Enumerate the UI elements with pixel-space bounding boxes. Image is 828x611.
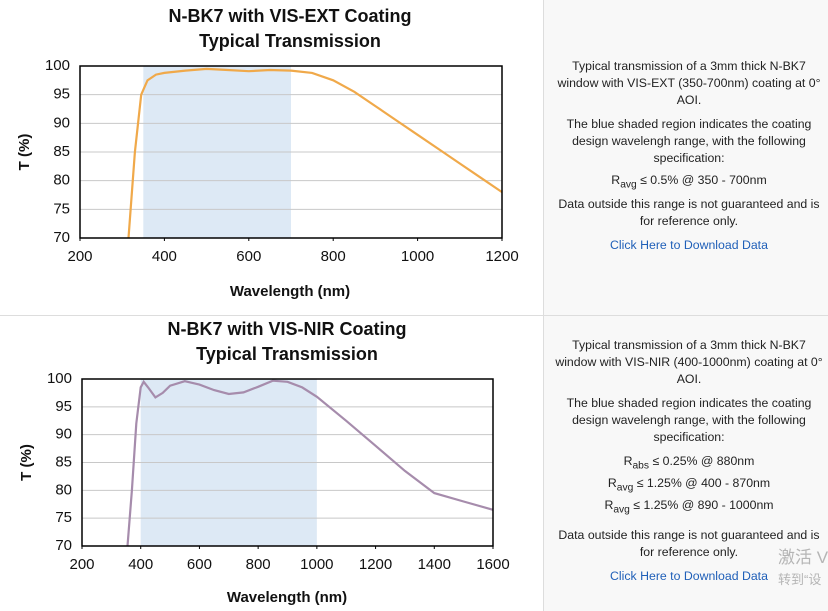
- sub: abs: [632, 460, 650, 472]
- y-tick-label: 95: [53, 86, 70, 103]
- chart-title: Typical Transmission: [199, 31, 381, 51]
- watermark: 转到“设: [778, 572, 822, 587]
- x-tick-label: 200: [69, 556, 94, 573]
- x-axis-label: Wavelength (nm): [227, 589, 347, 606]
- shade-note: The blue shaded region indicates the coa…: [566, 396, 812, 444]
- y-tick-label: 85: [53, 143, 70, 160]
- spec: Rabs ≤ 0.25% @ 880nm Ravg ≤ 1.25% @ 400 …: [554, 453, 824, 519]
- sub: avg: [616, 482, 634, 494]
- intro: Typical transmission of a 3mm thick N-BK…: [555, 338, 823, 386]
- x-tick-label: 1000: [300, 556, 333, 573]
- plot-frame: [81, 378, 494, 547]
- sub: avg: [613, 504, 630, 516]
- symbol: R: [604, 497, 614, 512]
- data-line: [127, 67, 503, 239]
- y-tick-label: 80: [53, 172, 70, 189]
- spec-text: ≤ 0.25% @ 880nm: [652, 454, 755, 468]
- panel: Typical transmission of a 3mm thick N-BK…: [543, 0, 828, 315]
- y-tick-label: 70: [55, 537, 72, 554]
- y-tick-label: 80: [55, 481, 72, 498]
- spec: Ravg ≤ 0.5% @ 350 - 700nm: [554, 172, 824, 194]
- chart-title: Typical Transmission: [196, 344, 378, 364]
- spec-line: Ravg ≤ 1.25% @ 890 - 1000nm: [554, 497, 824, 519]
- panel: Typical transmission of a 3mm thick N-BK…: [543, 316, 828, 611]
- y-tick-label: 75: [55, 509, 72, 526]
- y-tick-label: 90: [55, 426, 72, 443]
- plot-frame: [79, 65, 503, 239]
- sub: avg: [620, 179, 637, 191]
- disclaimer: Data outside this range is not guarantee…: [558, 197, 820, 228]
- x-tick-label: 1400: [418, 556, 451, 573]
- disclaimer: Data outside this range is not guarantee…: [558, 528, 820, 559]
- x-tick-label: 800: [321, 248, 346, 265]
- symbol: R: [611, 173, 621, 187]
- x-tick-label: 400: [128, 556, 153, 573]
- x-tick-label: 1000: [401, 248, 434, 265]
- chart-title: N-BK7 with VIS-EXT Coating: [169, 6, 412, 26]
- y-axis-label: T (%): [18, 444, 35, 481]
- y-tick-label: 75: [53, 200, 70, 217]
- y-tick-label: 100: [45, 57, 70, 74]
- spec-line: Ravg ≤ 1.25% @ 400 - 870nm: [554, 475, 824, 497]
- y-tick-label: 95: [55, 398, 72, 415]
- y-tick-label: 70: [53, 229, 70, 246]
- x-axis-label: Wavelength (nm): [230, 283, 350, 300]
- y-tick-label: 100: [47, 370, 72, 387]
- x-tick-label: 400: [152, 248, 177, 265]
- download-link[interactable]: Click Here to Download Data: [610, 238, 768, 252]
- watermark: 激活 V: [778, 548, 828, 567]
- y-axis-label: T (%): [16, 134, 33, 171]
- spec-text: ≤ 1.25% @ 890 - 1000nm: [633, 497, 774, 512]
- x-tick-label: 1200: [359, 556, 392, 573]
- row-divider: [0, 315, 828, 316]
- y-tick-label: 85: [55, 453, 72, 470]
- spec-text: ≤ 1.25% @ 400 - 870nm: [636, 475, 771, 490]
- charts: N-BK7 with VIS-EXT Coating Typical Transm…: [16, 6, 519, 606]
- x-tick-label: 1200: [485, 248, 518, 265]
- download-link[interactable]: Click Here to Download Data: [610, 569, 768, 583]
- intro: Typical transmission of a 3mm thick N-BK…: [557, 59, 821, 107]
- spec-line: Ravg ≤ 0.5% @ 350 - 700nm: [554, 172, 824, 194]
- symbol: R: [623, 454, 633, 468]
- x-tick-label: 800: [246, 556, 271, 573]
- y-tick-label: 90: [53, 114, 70, 131]
- chart-title: N-BK7 with VIS-NIR Coating: [168, 319, 407, 339]
- symbol: R: [607, 475, 617, 490]
- x-tick-label: 600: [236, 248, 261, 265]
- spec-text: ≤ 0.5% @ 350 - 700nm: [640, 173, 767, 187]
- x-tick-label: 1600: [476, 556, 509, 573]
- shade-note: The blue shaded region indicates the coa…: [566, 117, 812, 165]
- spec-line: Rabs ≤ 0.25% @ 880nm: [554, 453, 824, 475]
- data-line: [126, 379, 494, 547]
- x-tick-label: 200: [67, 248, 92, 265]
- x-tick-label: 600: [187, 556, 212, 573]
